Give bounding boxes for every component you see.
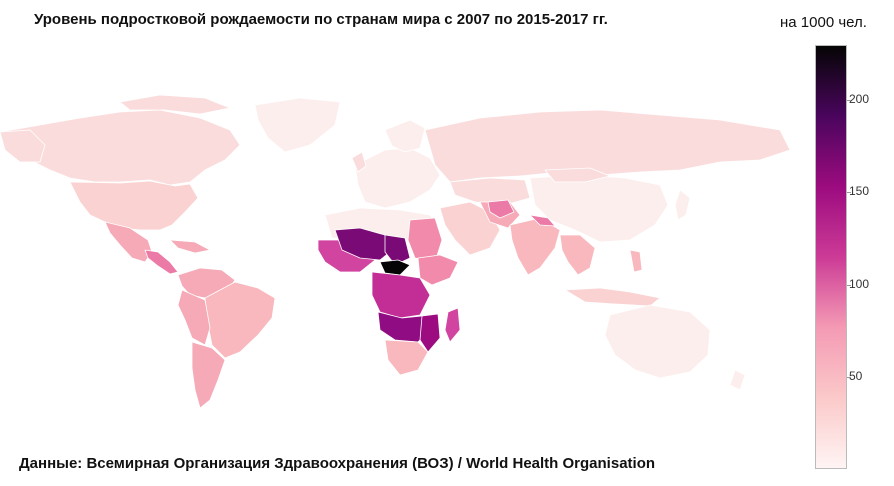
colorbar-tick-mark — [847, 284, 851, 286]
region-madagascar — [444, 307, 461, 343]
region-kazakhstan — [449, 177, 531, 206]
region-caribbean — [169, 239, 211, 254]
region-central-america — [144, 249, 179, 275]
region-central-africa — [371, 271, 431, 319]
region-afghanistan — [487, 199, 515, 219]
colorbar-tick-mark — [847, 376, 851, 378]
chart-title: Уровень подростковой рождаемости по стра… — [34, 11, 608, 28]
region-nepal-bangladesh — [529, 214, 556, 227]
region-canada — [0, 109, 241, 186]
region-southeast-asia — [559, 234, 596, 276]
region-china — [529, 174, 669, 243]
region-indonesia — [564, 287, 661, 307]
region-horn-of-africa — [417, 254, 459, 286]
region-japan — [674, 189, 691, 221]
region-russia — [424, 109, 791, 183]
colorbar-gradient — [815, 45, 847, 469]
region-southern-africa — [384, 339, 429, 376]
region-scandinavia — [384, 119, 426, 153]
region-greenland — [254, 97, 341, 153]
colorbar-unit-label: на 1000 чел. — [780, 14, 867, 31]
region-usa — [69, 180, 199, 231]
region-argentina-chile — [191, 341, 226, 409]
region-australia — [604, 304, 711, 379]
colorbar-tick-mark — [847, 100, 851, 102]
region-philippines — [629, 249, 643, 273]
region-uk — [351, 151, 367, 173]
region-brazil — [204, 281, 276, 359]
region-central-african-republic — [379, 259, 411, 276]
world-choropleth-map — [0, 94, 791, 409]
colorbar-tick-label: 50 — [849, 368, 863, 383]
region-mozambique — [419, 313, 441, 353]
data-source-note: Данные: Всемирная Организация Здравоохра… — [19, 455, 656, 472]
region-alaska — [0, 129, 46, 163]
region-new-zealand — [729, 369, 746, 391]
colorbar-tick-mark — [847, 192, 851, 194]
region-middle-east — [439, 201, 501, 256]
region-mexico — [104, 221, 153, 263]
region-india — [509, 217, 561, 276]
region-peru-bolivia — [177, 289, 211, 346]
colorbar-tick-label: 150 — [849, 184, 870, 199]
colorbar-tick-label: 200 — [849, 92, 870, 107]
region-europe — [354, 147, 441, 209]
region-mongolia — [544, 167, 611, 183]
colorbar-tick-label: 100 — [849, 276, 870, 291]
region-arctic-islands — [119, 94, 231, 115]
